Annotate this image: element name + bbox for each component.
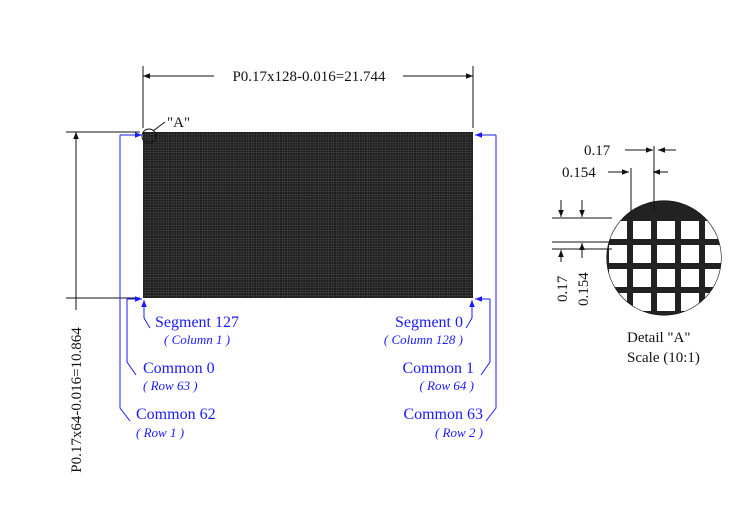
common-62-label: Common 62 [136, 406, 216, 423]
segment-127-label: Segment 127 [155, 314, 239, 331]
detail-a-marker: "A" [141, 115, 190, 144]
left-leaders [119, 132, 151, 422]
dot-matrix-grid [143, 132, 473, 298]
common-1-label: Common 1 [402, 360, 474, 377]
left-dimension: P0.17x64-0.016=10.864 [66, 131, 140, 473]
detail-a-view: 0.17 0.154 0.17 0.154 Detail "A" Scale (… [552, 143, 722, 366]
detail-pitch-label: 0.17 [584, 143, 611, 159]
column-1-label: ( Column 1 ) [164, 332, 230, 347]
top-dimension: P0.17x128-0.016=21.744 [142, 66, 474, 128]
detail-pitch-v-label: 0.17 [555, 275, 571, 302]
right-leaders [465, 132, 497, 422]
column-128-label: ( Column 128 ) [384, 332, 463, 347]
common-63-label: Common 63 [403, 406, 483, 423]
row-64-label: ( Row 64 ) [419, 378, 474, 393]
detail-dot-label: 0.154 [562, 165, 596, 181]
row-2-label: ( Row 2 ) [435, 425, 483, 440]
row-63-label: ( Row 63 ) [143, 378, 198, 393]
detail-dot-v-label: 0.154 [576, 272, 592, 306]
detail-scale: Scale (10:1) [627, 350, 700, 366]
detail-a-marker-label: "A" [167, 115, 190, 131]
dot-matrix [143, 132, 473, 298]
left-dimension-label: P0.17x64-0.016=10.864 [69, 327, 85, 473]
detail-pixel-grid [607, 201, 721, 315]
top-dimension-label: P0.17x128-0.016=21.744 [232, 69, 386, 85]
row-1-label: ( Row 1 ) [136, 425, 184, 440]
segment-0-label: Segment 0 [395, 314, 463, 331]
common-0-label: Common 0 [143, 360, 215, 377]
detail-title: Detail "A" [627, 330, 690, 346]
